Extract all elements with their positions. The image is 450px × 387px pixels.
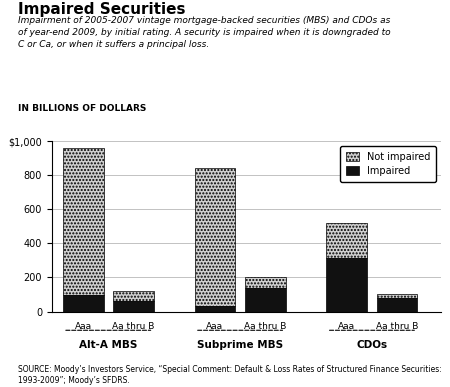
Bar [63,295,104,312]
Text: Aaa: Aaa [207,322,224,331]
Bar [194,168,235,307]
Text: Aa thru B: Aa thru B [112,322,154,331]
Text: SOURCE: Moody’s Investors Service, “Special Comment: Default & Loss Rates of Str: SOURCE: Moody’s Investors Service, “Spec… [18,365,442,385]
Legend: Not impaired, Impaired: Not impaired, Impaired [340,146,436,182]
Text: Aaa: Aaa [338,322,356,331]
Bar [63,148,104,295]
Text: Impaired Securities: Impaired Securities [18,2,185,17]
Bar [377,294,418,298]
Text: CDOs: CDOs [356,340,387,349]
Text: Aa thru B: Aa thru B [376,322,418,331]
Text: Subprime MBS: Subprime MBS [197,340,283,349]
Bar [113,291,154,301]
Text: IN BILLIONS OF DOLLARS: IN BILLIONS OF DOLLARS [18,104,146,113]
Bar [377,298,418,312]
Bar [326,258,367,312]
Bar [194,307,235,312]
Bar [113,301,154,312]
Text: Aa thru B: Aa thru B [244,322,286,331]
Bar [245,277,286,288]
Text: Impairment of 2005-2007 vintage mortgage-backed securities (MBS) and CDOs as
of : Impairment of 2005-2007 vintage mortgage… [18,16,391,49]
Bar [245,288,286,312]
Text: Aaa: Aaa [75,322,92,331]
Bar [326,223,367,258]
Text: Alt-A MBS: Alt-A MBS [79,340,137,349]
